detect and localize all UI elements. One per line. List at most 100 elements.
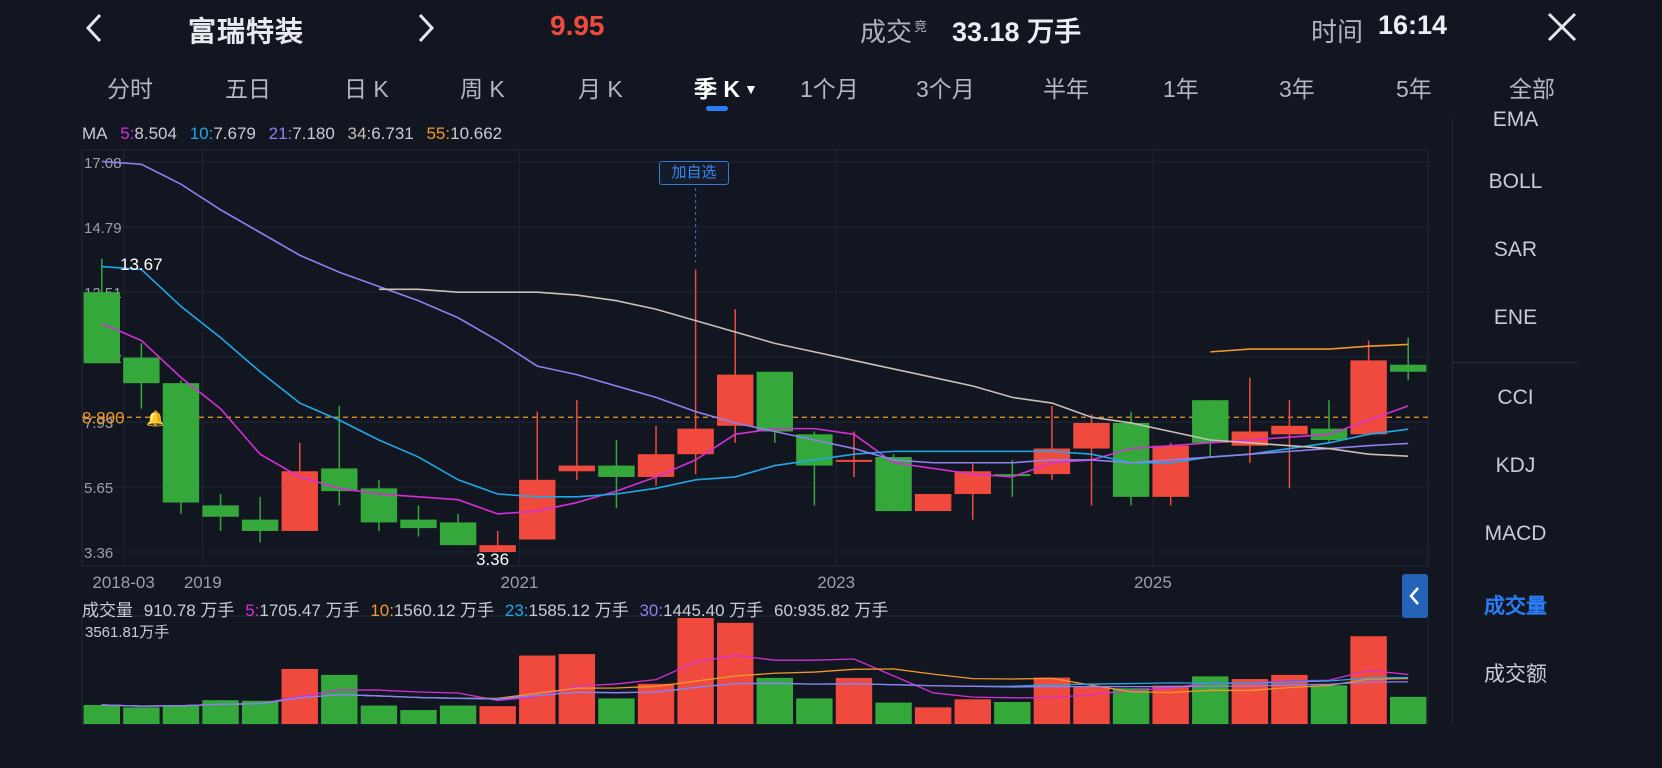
ma10-line xyxy=(101,265,1409,498)
volume-bar xyxy=(519,655,556,724)
vol-ma30-value: 1445.40 万手 xyxy=(663,601,764,620)
volume-label: 成交竞 xyxy=(860,17,928,47)
volume-panel-frame xyxy=(81,615,1429,725)
ma34-value: 6.731 xyxy=(371,124,414,143)
volume-ma-line xyxy=(101,681,1409,707)
indicator-kdj[interactable]: KDJ xyxy=(1495,454,1536,477)
volume-bar xyxy=(677,618,714,724)
ma55-line xyxy=(1210,343,1409,353)
candle-body xyxy=(835,459,873,462)
volume-axis-max-label: 3561.81万手 xyxy=(85,624,169,641)
add-to-watchlist-button[interactable]: 加自选 xyxy=(659,161,729,185)
candle-body xyxy=(202,505,239,517)
time-axis-label: 2025 xyxy=(1134,573,1172,592)
stock-name: 富瑞特装 xyxy=(188,16,305,47)
indicator-ene[interactable]: ENE xyxy=(1493,306,1538,329)
panel-divider xyxy=(1453,362,1578,363)
vol-ma10-legend: 10:1560.12 万手 xyxy=(370,601,494,620)
ma5-label: 5: xyxy=(120,124,135,143)
tab-half-year[interactable]: 半年 xyxy=(1043,76,1089,102)
indicator-boll[interactable]: BOLL xyxy=(1488,170,1543,193)
candle-body xyxy=(756,371,794,432)
candle-body xyxy=(637,454,675,477)
volume-bar xyxy=(598,698,635,724)
chevron-left-icon xyxy=(1409,587,1419,605)
volume-bar xyxy=(83,704,121,724)
tab-all[interactable]: 全部 xyxy=(1509,76,1555,102)
indicator-volume[interactable]: 成交量 xyxy=(1484,595,1547,618)
candle-body xyxy=(400,519,437,529)
tab-3-years[interactable]: 3年 xyxy=(1279,76,1315,102)
active-tab-indicator xyxy=(706,106,728,111)
price-axis-label: 5.65 xyxy=(84,480,113,497)
indicator-ema[interactable]: EMA xyxy=(1492,108,1539,131)
top-bar: 富瑞特装 9.95 成交竞 33.18 万手 时间 16:14 xyxy=(0,0,1662,56)
volume-bar xyxy=(914,707,952,724)
vol-ma60-value: 935.82 万手 xyxy=(797,601,889,620)
collapse-panel-button[interactable] xyxy=(1402,574,1428,618)
volume-current-value: 910.78 万手 xyxy=(143,601,235,620)
volume-value: 33.18 万手 xyxy=(952,17,1082,47)
price-panel-frame xyxy=(81,149,1429,567)
volume-bar xyxy=(400,710,437,724)
ma-legend-title: MA xyxy=(82,124,108,143)
alert-bell-icon: 🔔 xyxy=(146,409,165,427)
tab-quarter-k[interactable]: 季 K ▼ xyxy=(694,76,758,102)
volume-bar xyxy=(954,699,991,724)
ma10-label: 10: xyxy=(189,124,214,143)
ma55-label: 55: xyxy=(426,124,451,143)
ma10-value: 7.679 xyxy=(213,124,256,143)
vol-ma23-legend: 23:1585.12 万手 xyxy=(505,601,629,620)
current-price: 9.95 xyxy=(550,10,605,41)
tab-intraday[interactable]: 分时 xyxy=(107,76,153,102)
vol-ma30-label: 30: xyxy=(639,601,664,620)
tab-1-year[interactable]: 1年 xyxy=(1163,76,1199,102)
next-stock-button[interactable] xyxy=(410,10,440,46)
dropdown-caret-icon: ▼ xyxy=(744,81,758,97)
volume-bar xyxy=(202,700,239,724)
candle-body xyxy=(875,457,912,512)
candle-body xyxy=(1192,400,1229,443)
candle-body xyxy=(1073,422,1110,449)
indicator-cci[interactable]: CCI xyxy=(1497,386,1534,409)
chevron-right-icon xyxy=(418,13,435,43)
previous-stock-button[interactable] xyxy=(80,10,110,46)
indicator-turnover[interactable]: 成交额 xyxy=(1484,663,1547,686)
close-button[interactable] xyxy=(1545,10,1579,44)
candle-body xyxy=(677,428,714,455)
candle-body xyxy=(914,494,952,512)
indicator-panel: EMA BOLL SAR ENE CCI KDJ MACD 成交量 成交额 xyxy=(1452,108,1578,724)
time-axis-label: 2023 xyxy=(817,573,855,592)
current-price-line-label: 8.800 xyxy=(82,408,125,427)
tab-month-k[interactable]: 月 K xyxy=(578,76,623,102)
volume-legend-title: 成交量 xyxy=(82,601,133,620)
time-label: 时间 xyxy=(1311,17,1364,47)
candle-body xyxy=(123,357,160,384)
vol-ma60-legend: 60:935.82 万手 xyxy=(774,601,888,620)
tab-five-day[interactable]: 五日 xyxy=(225,76,271,102)
volume-bar xyxy=(360,705,398,724)
candle-body xyxy=(519,479,556,540)
ma10-legend: 10:7.679 xyxy=(190,124,256,143)
tab-week-k[interactable]: 周 K xyxy=(460,76,505,102)
tab-3-months[interactable]: 3个月 xyxy=(916,76,975,102)
indicator-macd[interactable]: MACD xyxy=(1484,522,1547,545)
tab-day-k[interactable]: 日 K xyxy=(344,76,389,102)
ma34-legend: 34:6.731 xyxy=(348,124,414,143)
indicator-sar[interactable]: SAR xyxy=(1493,238,1538,261)
price-axis-label: 3.36 xyxy=(84,545,113,562)
volume-bar xyxy=(835,677,873,724)
tab-5-years[interactable]: 5年 xyxy=(1396,76,1432,102)
time-axis-label: 2019 xyxy=(184,573,222,592)
vol-ma10-label: 10: xyxy=(370,601,394,620)
low-price-label: 3.36 xyxy=(476,550,509,569)
candle-body xyxy=(479,545,516,552)
candle-body xyxy=(954,471,991,495)
period-tabs: 分时 五日 日 K 周 K 月 K 季 K ▼ 1个月 3个月 半年 1年 3年 … xyxy=(80,62,1580,112)
auction-mark: 竞 xyxy=(914,19,928,34)
volume-bar xyxy=(1310,685,1348,724)
candle-body xyxy=(1271,425,1308,435)
tab-1-month[interactable]: 1个月 xyxy=(800,76,859,102)
candle-body xyxy=(1152,445,1189,497)
